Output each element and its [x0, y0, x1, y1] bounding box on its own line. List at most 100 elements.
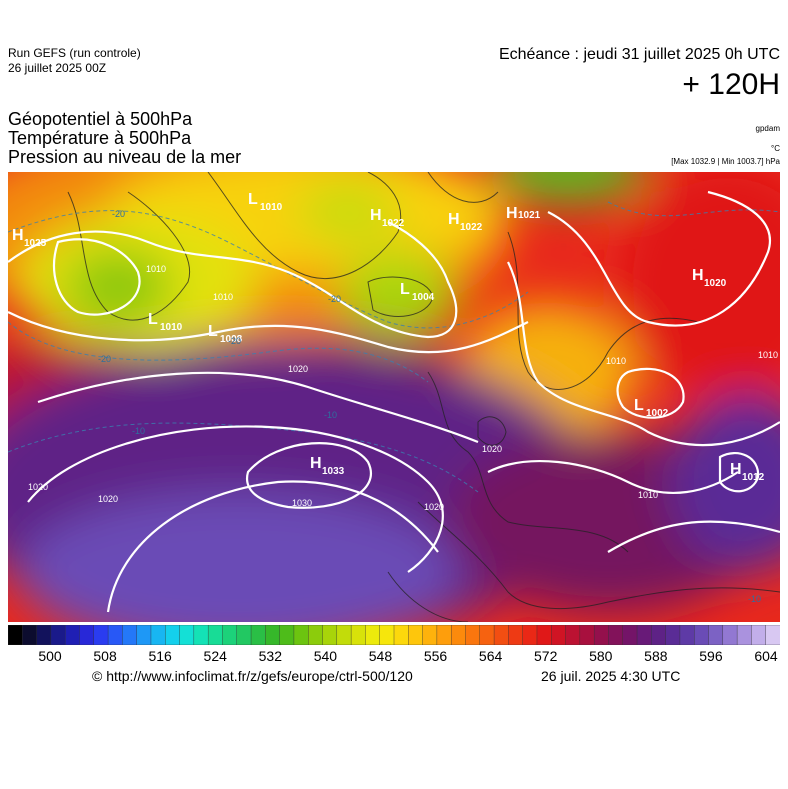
svg-text:-20: -20	[328, 294, 341, 304]
scale-swatch	[93, 624, 109, 646]
svg-text:1033: 1033	[322, 466, 345, 477]
scale-swatch	[393, 624, 410, 646]
scale-swatch	[207, 624, 224, 646]
center-h-1021: H 1021	[506, 205, 541, 222]
scale-swatch	[508, 624, 524, 646]
svg-text:-20: -20	[228, 336, 241, 346]
scale-swatch	[593, 624, 610, 646]
svg-text:L: L	[634, 397, 644, 414]
scale-swatch	[636, 624, 653, 646]
scale-swatch	[436, 624, 452, 646]
scale-swatch	[536, 624, 552, 646]
geopotential-shading	[8, 172, 780, 622]
scale-swatch	[551, 624, 567, 646]
pressure-range: [Max 1032.9 | Min 1003.7] hPa	[671, 157, 780, 166]
scale-tick-label: 556	[423, 648, 448, 664]
svg-text:-20: -20	[112, 209, 125, 219]
svg-text:L: L	[248, 191, 258, 208]
scale-swatch	[50, 624, 66, 646]
run-title: Run GEFS (run controle)	[8, 46, 141, 60]
scale-swatch	[293, 624, 309, 646]
svg-text:-10: -10	[748, 594, 761, 604]
scale-swatch	[450, 624, 467, 646]
scale-tick-label: 596	[699, 648, 723, 664]
scale-swatch	[7, 624, 24, 646]
color-scale	[7, 624, 781, 646]
scale-tick-label: 500	[38, 648, 62, 664]
scale-tick-label: 580	[589, 648, 613, 664]
scale-tick-label: 588	[644, 648, 668, 664]
color-scale-ticks: 500 508 516 524 532 540 548 556 564 572 580 588 596 6…	[8, 648, 780, 666]
scale-swatch	[64, 624, 81, 646]
svg-text:1008: 1008	[220, 334, 243, 345]
scale-swatch	[136, 624, 152, 646]
scale-swatch	[250, 624, 267, 646]
scale-swatch	[565, 624, 581, 646]
svg-text:-20: -20	[98, 354, 111, 364]
scale-swatch	[665, 624, 681, 646]
svg-text:L: L	[208, 323, 218, 340]
svg-text:1025: 1025	[24, 238, 47, 249]
scale-swatch	[694, 624, 710, 646]
scale-swatch	[408, 624, 424, 646]
scale-swatch	[236, 624, 252, 646]
scale-swatch	[765, 624, 781, 646]
isotherms	[8, 201, 780, 493]
scale-swatch	[279, 624, 295, 646]
scale-swatch	[522, 624, 538, 646]
svg-text:1012: 1012	[742, 472, 765, 483]
center-l-1008: L 1008	[208, 323, 243, 345]
svg-text:-10: -10	[324, 410, 337, 420]
scale-swatch	[79, 624, 95, 646]
pressure-centers: H 1025 L 1010 H 1022 H 1022 H 1021 L 1004 L 101…	[12, 191, 765, 483]
svg-text:1022: 1022	[382, 218, 405, 229]
scale-swatch	[22, 624, 38, 646]
scale-tick-label: 548	[368, 648, 393, 664]
scale-swatch	[622, 624, 638, 646]
scale-swatch	[751, 624, 767, 646]
field-pressure: Pression au niveau de la mer	[8, 147, 242, 167]
svg-text:H: H	[506, 205, 518, 222]
scale-swatch	[679, 624, 695, 646]
coastlines	[67, 172, 780, 622]
svg-text:-10: -10	[132, 426, 145, 436]
scale-swatch	[722, 624, 738, 646]
credit-link[interactable]: © http://www.infoclimat.fr/z/gefs/europe…	[92, 668, 413, 684]
center-h-1020: H 1020	[692, 267, 727, 289]
svg-text:1010: 1010	[213, 292, 233, 302]
svg-text:1004: 1004	[412, 292, 435, 303]
center-l-1004: L 1004	[400, 281, 435, 303]
scale-tick-label: 540	[313, 648, 338, 664]
scale-swatch	[479, 624, 495, 646]
field-titles: Géopotentiel à 500hPa Température à 500h…	[8, 110, 241, 167]
svg-text:1020: 1020	[288, 364, 308, 374]
scale-swatch	[107, 624, 124, 646]
svg-text:1030: 1030	[292, 498, 312, 508]
scale-tick-label: 524	[203, 648, 227, 664]
svg-text:1022: 1022	[460, 222, 483, 233]
isotherm-labels: -20 -20 -20 -20 -10 -10 -10	[98, 209, 761, 604]
center-h-1033: H 1033	[310, 455, 345, 477]
field-temperature: Température à 500hPa	[8, 128, 192, 148]
scale-swatch	[150, 624, 166, 646]
center-h-1022-b: H 1022	[448, 211, 483, 233]
weather-map: H 1025 L 1010 H 1022 H 1022 H 1021 L 1004 L 101…	[8, 172, 780, 622]
unit-temperature: °C	[771, 144, 780, 153]
scale-tick-label: 564	[478, 648, 503, 664]
svg-text:1010: 1010	[606, 356, 626, 366]
center-h-1025: H 1025	[12, 227, 47, 249]
scale-swatch	[336, 624, 352, 646]
svg-text:1002: 1002	[646, 408, 669, 419]
scale-swatch	[651, 624, 667, 646]
svg-text:1010: 1010	[260, 202, 283, 213]
svg-text:1020: 1020	[98, 494, 118, 504]
center-l-1010-north: L 1010	[248, 191, 283, 213]
scale-tick-label: 508	[93, 648, 117, 664]
scale-swatch	[222, 624, 238, 646]
run-date: 26 juillet 2025 00Z	[8, 61, 107, 75]
svg-text:1020: 1020	[482, 444, 502, 454]
center-h-1012: H 1012	[730, 461, 765, 483]
svg-text:1020: 1020	[704, 278, 727, 289]
unit-geopotential: gpdam	[755, 124, 780, 133]
scale-swatch	[708, 624, 724, 646]
